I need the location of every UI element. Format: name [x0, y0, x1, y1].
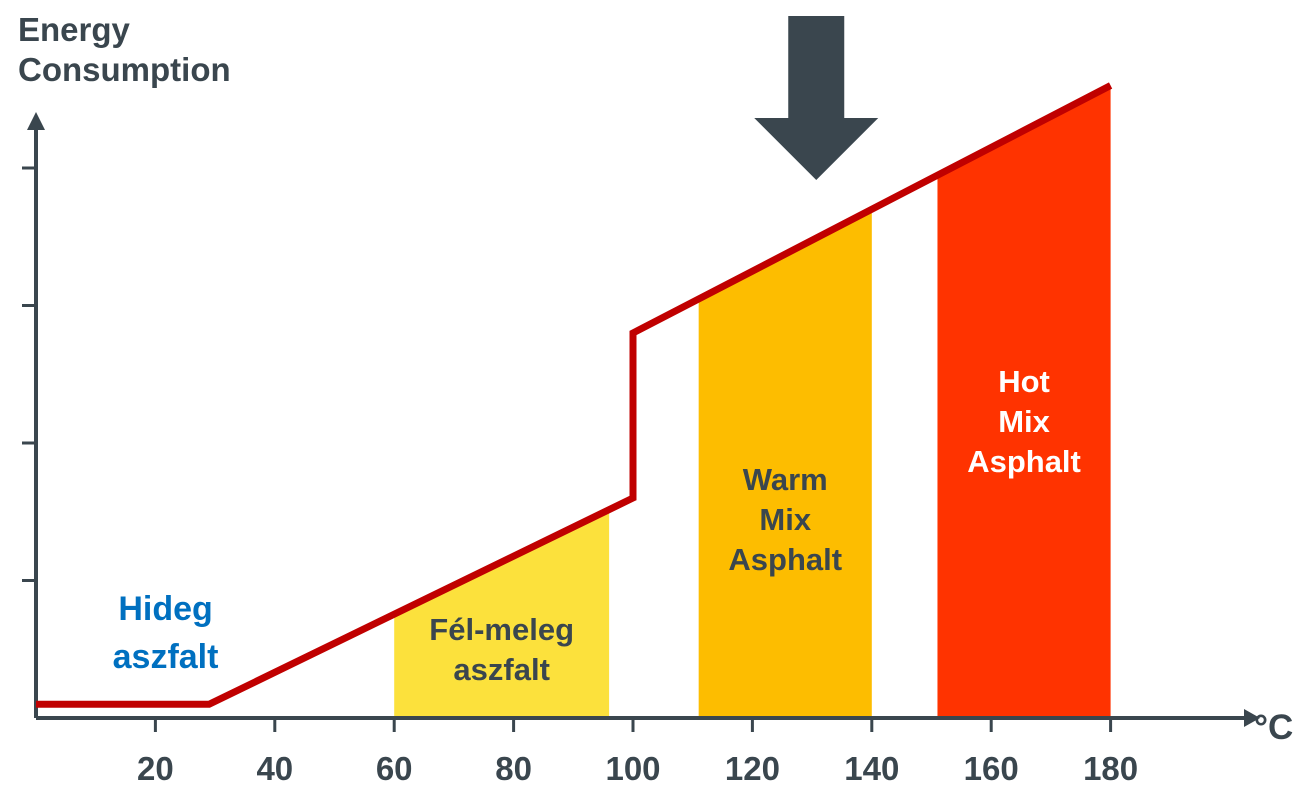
y-axis-label-line-1: Energy: [18, 11, 130, 48]
band-label-hot-mix-asphalt-1: Hot: [998, 364, 1050, 399]
x-tick-label-20: 20: [137, 750, 174, 787]
band-fel-meleg-aszfalt: [394, 509, 610, 718]
band-label-fel-meleg-aszfalt-2: aszfalt: [453, 652, 549, 687]
x-tick-label-80: 80: [495, 750, 532, 787]
axes: [22, 112, 1260, 732]
x-tick-label-120: 120: [725, 750, 780, 787]
band-label-fel-meleg-aszfalt-1: Fél-meleg: [429, 612, 574, 647]
energy-line: [36, 82, 1113, 708]
annotation-hideg-aszfalt-1: Hideg: [118, 590, 212, 628]
temperature-bands: [394, 85, 1111, 718]
y-axis-label: Energy Consumption: [18, 10, 231, 90]
y-axis-arrowhead: [27, 112, 45, 130]
x-tick-label-60: 60: [376, 750, 413, 787]
x-axis-unit: °C: [1254, 708, 1293, 747]
band-label-hot-mix-asphalt-2: Mix: [998, 404, 1050, 439]
band-warm-mix-asphalt: [698, 209, 872, 718]
x-tick-label-40: 40: [256, 750, 293, 787]
band-hot-mix-asphalt: [937, 85, 1111, 718]
band-label-hot-mix-asphalt-3: Asphalt: [967, 444, 1081, 479]
annotation-hideg-aszfalt-2: aszfalt: [113, 638, 219, 676]
band-label-warm-mix-asphalt-3: Asphalt: [728, 542, 842, 577]
x-axis-arrowhead: [1244, 709, 1260, 727]
band-label-warm-mix-asphalt-1: Warm: [743, 462, 828, 497]
x-tick-label-160: 160: [964, 750, 1019, 787]
x-tick-label-180: 180: [1083, 750, 1138, 787]
x-tick-label-100: 100: [605, 750, 660, 787]
marker-layer: [754, 16, 879, 180]
energy-line-series: [36, 82, 1113, 708]
down-arrow-marker: [754, 16, 879, 180]
y-axis-label-line-2: Consumption: [18, 51, 231, 88]
chart-labels: 20 40 60 80 100 120 140 160 180 °C Fél-meleg aszfal…: [113, 364, 1294, 787]
band-label-warm-mix-asphalt-2: Mix: [759, 502, 811, 537]
x-tick-label-140: 140: [844, 750, 899, 787]
